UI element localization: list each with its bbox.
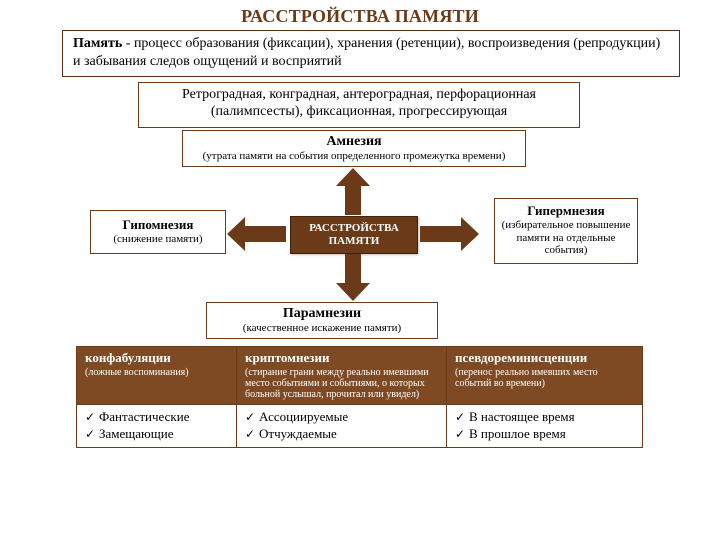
amnesia-title: Амнезия [189, 134, 519, 150]
th-konfab-sub: (ложные воспоминания) [85, 367, 228, 378]
arrow-up-icon [336, 168, 370, 215]
cell-text: В прошлое время [469, 426, 566, 441]
th-pseudo: псевдореминисценции (перенос реально име… [447, 347, 643, 405]
th-konfab: конфабуляции (ложные воспоминания) [77, 347, 237, 405]
hypomnesia-sub: (снижение памяти) [97, 233, 219, 245]
cell-text: В настоящее время [469, 409, 575, 424]
th-kripto-title: криптомнезии [245, 350, 330, 365]
paramnesia-table: конфабуляции (ложные воспоминания) крипт… [76, 346, 643, 448]
hypomnesia-title: Гипомнезия [97, 217, 219, 233]
check-icon: ✓ [245, 410, 259, 424]
th-kripto-sub: (стирание грани между реально имевшими м… [245, 367, 438, 400]
retro-types-box: Ретроградная, конградная, антероградная,… [138, 82, 580, 128]
cell: ✓Ассоциируемые ✓Отчуждаемые [237, 405, 447, 448]
cell-text: Ассоциируемые [259, 409, 348, 424]
arrow-right-icon [420, 217, 480, 251]
cell: ✓Фантастические ✓Замещающие [77, 405, 237, 448]
check-icon: ✓ [245, 427, 259, 441]
check-icon: ✓ [455, 427, 469, 441]
th-konfab-title: конфабуляции [85, 350, 171, 365]
hypermnesia-sub: (избирательное повышение памяти на отдел… [501, 219, 631, 257]
cell-text: Замещающие [99, 426, 174, 441]
paramnesia-title: Парамнезии [213, 306, 431, 322]
definition-rest: - процесс образования (фиксации), хранен… [73, 36, 660, 69]
cell-text: Отчуждаемые [259, 426, 337, 441]
center-node: РАССТРОЙСТВА ПАМЯТИ [290, 216, 418, 254]
cell-text: Фантастические [99, 409, 189, 424]
arrow-left-icon [227, 217, 287, 251]
amnesia-sub: (утрата памяти на события определенного … [189, 150, 519, 162]
paramnesia-box: Парамнезии (качественное искажение памят… [206, 302, 438, 339]
table-row: ✓Фантастические ✓Замещающие ✓Ассоциируем… [77, 405, 643, 448]
hypermnesia-title: Гипермнезия [501, 203, 631, 219]
page-title: РАССТРОЙСТВА ПАМЯТИ [0, 6, 720, 27]
hypomnesia-box: Гипомнезия (снижение памяти) [90, 210, 226, 254]
check-icon: ✓ [85, 410, 99, 424]
arrow-down-icon [336, 254, 370, 301]
paramnesia-sub: (качественное искажение памяти) [213, 322, 431, 334]
definition-box: Память - процесс образования (фиксации),… [62, 30, 680, 77]
table-header-row: конфабуляции (ложные воспоминания) крипт… [77, 347, 643, 405]
th-pseudo-sub: (перенос реально имевших место событий в… [455, 367, 634, 389]
hypermnesia-box: Гипермнезия (избирательное повышение пам… [494, 198, 638, 264]
th-kripto: криптомнезии (стирание грани между реаль… [237, 347, 447, 405]
definition-lead: Память [73, 36, 122, 51]
cell: ✓В настоящее время ✓В прошлое время [447, 405, 643, 448]
check-icon: ✓ [85, 427, 99, 441]
check-icon: ✓ [455, 410, 469, 424]
th-pseudo-title: псевдореминисценции [455, 350, 587, 365]
amnesia-box: Амнезия (утрата памяти на события опреде… [182, 130, 526, 167]
